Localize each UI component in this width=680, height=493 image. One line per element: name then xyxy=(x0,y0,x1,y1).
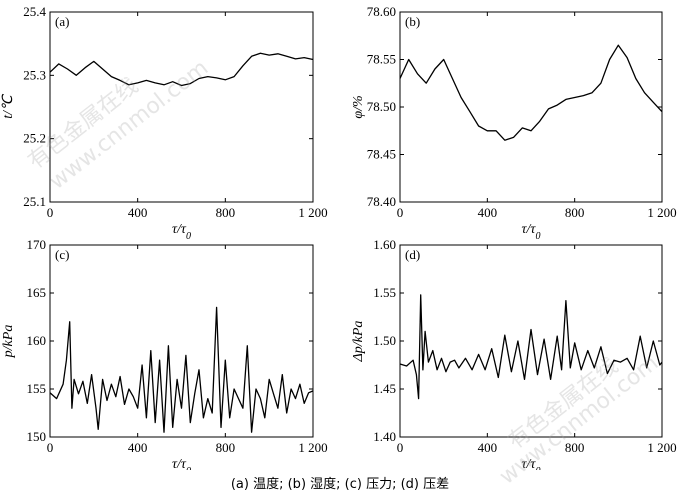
panel-d-xlabel: τ/τ0 xyxy=(522,457,541,470)
panel-b-xtick-label: 1 200 xyxy=(647,205,676,220)
panel-d-xtick-label: 0 xyxy=(397,440,404,455)
panel-a-ytick-label: 25.2 xyxy=(23,131,46,146)
panel-a-label: (a) xyxy=(55,14,69,29)
figure: 0 400 800 1 200 25.1 25.2 25.3 25.4 (a) t/℃ τ/τ0 0 4… xyxy=(1,4,677,470)
panel-a-ytick-label: 25.1 xyxy=(23,194,46,209)
panel-c-ytick-label: 170 xyxy=(27,237,47,252)
panel-b-ytick-label: 78.40 xyxy=(367,194,396,209)
panel-d-frame xyxy=(399,244,663,438)
panel-c-ylabel: p/kPa xyxy=(1,325,16,359)
panel-a-ytick-label: 25.3 xyxy=(23,67,46,82)
panel-a-xtick-label: 800 xyxy=(216,205,236,220)
panel-d-ytick-label: 1.55 xyxy=(373,285,396,300)
panel-a-xtick-label: 0 xyxy=(47,205,54,220)
panel-b-ytick-label: 78.60 xyxy=(367,4,396,19)
panel-a-xlabel: τ/τ0 xyxy=(172,222,191,242)
panel-a-ytick-label: 25.4 xyxy=(23,4,46,19)
panel-a-frame xyxy=(49,11,314,203)
panel-d-ytick-label: 1.45 xyxy=(373,381,396,396)
panel-d-series-line xyxy=(399,294,663,400)
panel-c-series-line xyxy=(49,306,314,433)
panel-c-xlabel: τ/τ0 xyxy=(172,457,191,470)
panel-b-series-line xyxy=(399,44,663,141)
panel-d-ytick-label: 1.60 xyxy=(373,237,396,252)
panel-c-xtick-label: 1 200 xyxy=(298,440,327,455)
panel-a-xtick-label: 1 200 xyxy=(298,205,327,220)
panel-c-ytick-label: 150 xyxy=(27,429,47,444)
panel-d-ytick-label: 1.50 xyxy=(373,333,396,348)
panel-c-ytick-label: 160 xyxy=(27,333,47,348)
panel-c-label: (c) xyxy=(55,247,69,262)
panel-d-ytick-label: 1.40 xyxy=(373,429,396,444)
panel-d-xtick-label: 1 200 xyxy=(647,440,676,455)
panel-a-series-line xyxy=(49,52,314,87)
panel-d-label: (d) xyxy=(405,247,420,262)
panel-c-xtick-label: 400 xyxy=(128,440,148,455)
panel-b-xtick-label: 800 xyxy=(565,205,585,220)
panel-d-xtick-label: 800 xyxy=(565,440,585,455)
panel-c-ytick-label: 165 xyxy=(27,285,47,300)
figure-caption: (a) 温度; (b) 湿度; (c) 压力; (d) 压差 xyxy=(230,477,450,492)
panel-b-ytick-label: 78.50 xyxy=(367,99,396,114)
panel-d-ylabel: Δp/kPa xyxy=(351,321,366,363)
panel-b-ytick-label: 78.55 xyxy=(367,52,396,67)
panel-b-ytick-label: 78.45 xyxy=(367,147,396,162)
panel-a-ylabel: t/℃ xyxy=(1,93,16,119)
panel-c-xtick-label: 800 xyxy=(216,440,236,455)
panel-b-frame xyxy=(399,11,663,203)
panel-b-xtick-label: 400 xyxy=(478,205,498,220)
panel-c-xtick-label: 0 xyxy=(47,440,54,455)
panel-b-xtick-label: 0 xyxy=(397,205,404,220)
panel-b-ylabel: φ/% xyxy=(351,95,366,118)
panel-d-xtick-label: 400 xyxy=(478,440,498,455)
panel-c-ytick-label: 155 xyxy=(27,381,47,396)
panel-b-xlabel: τ/τ0 xyxy=(522,222,541,242)
panel-a-xtick-label: 400 xyxy=(128,205,148,220)
panel-b-label: (b) xyxy=(405,14,420,29)
